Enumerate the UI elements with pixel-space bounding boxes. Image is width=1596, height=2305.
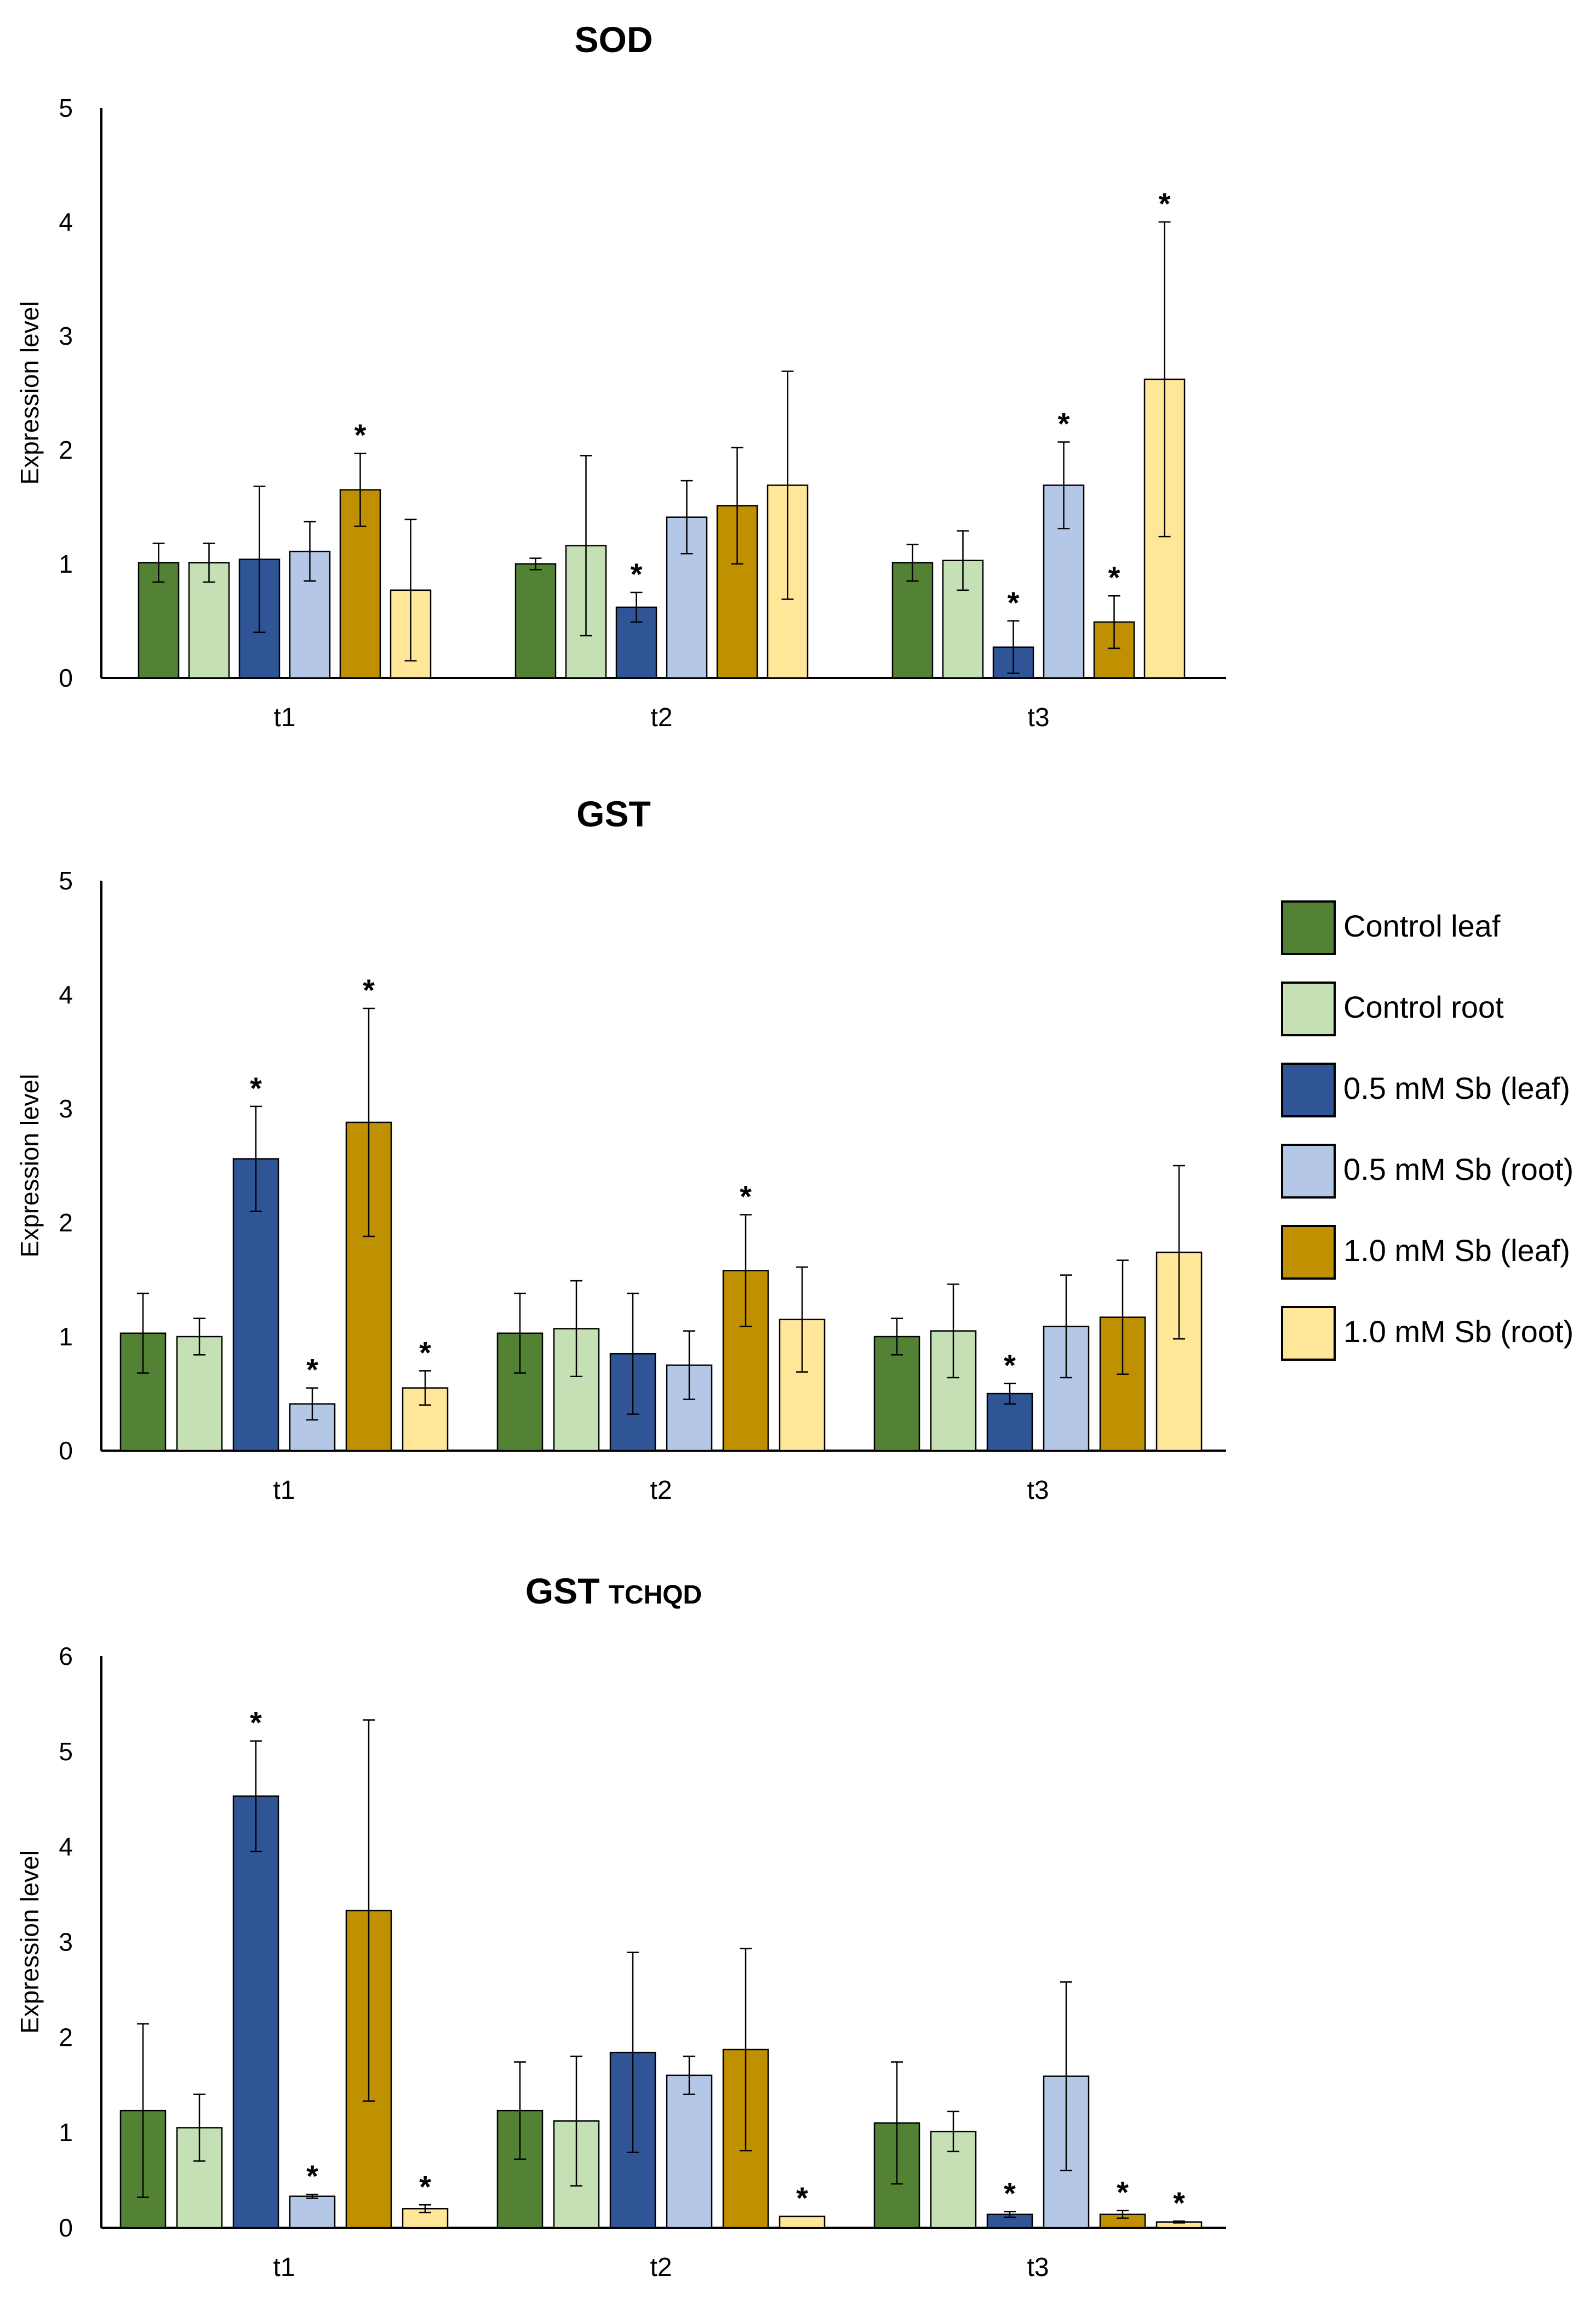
y-tick-label: 0	[59, 1436, 73, 1465]
x-tick-label: t3	[1027, 1476, 1049, 1505]
x-tick-label: t2	[650, 703, 672, 732]
legend: Control leaf Control root 0.5 mM Sb (leaf)…	[1281, 900, 1574, 1361]
legend-swatch-control-root	[1281, 982, 1336, 1036]
bar-t1-0-5-mm-sb-leaf-	[232, 1158, 279, 1452]
chart-panel-1: SOD Expression level 0 1 2 3 4 5 * t1 * t2 * * * * t3	[15, 19, 1226, 732]
y-tick-label: 4	[59, 208, 73, 236]
y-axis-label: Expression level	[15, 301, 44, 485]
bar-t3-1-0-mm-sb-leaf-	[1099, 2213, 1146, 2229]
significance-asterisk: *	[354, 418, 367, 452]
chart-panel-3: GST TCHQD Expression level 0 1 2 3 4 5 6 * * * t1 * t2 *…	[15, 1571, 1226, 2282]
significance-asterisk: *	[740, 1179, 752, 1213]
significance-asterisk: *	[1004, 2176, 1016, 2210]
bar-t1-0-5-mm-sb-leaf-	[232, 1795, 279, 2229]
y-tick-label: 0	[59, 664, 73, 692]
significance-asterisk: *	[796, 2181, 808, 2215]
legend-swatch-control-leaf	[1281, 900, 1336, 955]
legend-label: 0.5 mM Sb (root)	[1343, 1152, 1574, 1186]
significance-asterisk: *	[631, 557, 643, 591]
y-tick-label: 2	[59, 1208, 73, 1237]
chart-title: SOD	[574, 19, 653, 60]
y-tick-label: 1	[59, 550, 73, 578]
significance-asterisk: *	[1159, 186, 1171, 221]
bar-t3-control-leaf	[891, 562, 934, 679]
y-tick-label: 1	[59, 1322, 73, 1351]
significance-asterisk: *	[419, 2169, 431, 2204]
y-tick-label: 2	[59, 2023, 73, 2051]
legend-swatch-0-5-mm-sb-root-	[1281, 1144, 1336, 1199]
y-tick-label: 3	[59, 1928, 73, 1956]
x-tick-label: t1	[273, 1476, 295, 1505]
bar-t1-0-5-mm-sb-root-	[289, 2195, 336, 2229]
significance-asterisk: *	[250, 1705, 262, 1740]
y-tick-label: 5	[59, 94, 73, 122]
y-tick-label: 4	[59, 980, 73, 1009]
legend-label: Control leaf	[1343, 909, 1501, 943]
bar-t2-control-leaf	[514, 563, 557, 679]
y-axis-label: Expression level	[15, 1074, 44, 1258]
y-tick-label: 3	[59, 1094, 73, 1123]
significance-asterisk: *	[1058, 406, 1070, 441]
significance-asterisk: *	[1173, 2186, 1185, 2220]
x-tick-label: t1	[273, 703, 295, 732]
y-tick-label: 6	[59, 1642, 73, 1670]
significance-asterisk: *	[1004, 1348, 1016, 1382]
bar-t2-0-5-mm-sb-root-	[666, 2074, 713, 2229]
legend-label: 0.5 mM Sb (leaf)	[1343, 1071, 1570, 1105]
y-tick-label: 0	[59, 2213, 73, 2242]
significance-asterisk: *	[363, 973, 375, 1007]
legend-label: 1.0 mM Sb (leaf)	[1343, 1233, 1570, 1268]
significance-asterisk: *	[1108, 560, 1120, 595]
chart-title: GST TCHQD	[525, 1571, 702, 1611]
y-tick-label: 2	[59, 436, 73, 464]
significance-asterisk: *	[419, 1335, 431, 1370]
x-tick-label: t2	[650, 1476, 672, 1505]
bar-t2-1-0-mm-sb-root-	[779, 2215, 826, 2229]
x-tick-label: t3	[1027, 703, 1049, 732]
y-tick-label: 5	[59, 866, 73, 895]
legend-swatch-1-0-mm-sb-leaf-	[1281, 1225, 1336, 1280]
y-tick-label: 5	[59, 1737, 73, 1766]
x-tick-label: t3	[1027, 2253, 1049, 2282]
legend-label: Control root	[1343, 990, 1504, 1024]
x-tick-label: t2	[650, 2253, 672, 2282]
significance-asterisk: *	[1117, 2175, 1129, 2210]
bar-t1-control-root	[176, 1336, 223, 1452]
chart-title: GST	[576, 794, 651, 834]
legend-swatch-1-0-mm-sb-root-	[1281, 1306, 1336, 1361]
legend-label: 1.0 mM Sb (root)	[1343, 1314, 1574, 1349]
bar-t1-control-root	[188, 562, 230, 679]
significance-asterisk: *	[306, 1353, 318, 1387]
y-tick-label: 4	[59, 1833, 73, 1861]
chart-panel-2: GST Expression level 0 1 2 3 4 5 * * * * t1 * t2 * t3	[15, 794, 1226, 1505]
significance-asterisk: *	[306, 2159, 318, 2193]
x-tick-label: t1	[273, 2253, 295, 2282]
y-tick-label: 1	[59, 2118, 73, 2147]
y-axis-label: Expression level	[15, 1850, 44, 2034]
legend-swatch-0-5-mm-sb-leaf-	[1281, 1063, 1336, 1117]
y-tick-label: 3	[59, 322, 73, 350]
significance-asterisk: *	[250, 1071, 262, 1105]
significance-asterisk: *	[1008, 585, 1020, 620]
